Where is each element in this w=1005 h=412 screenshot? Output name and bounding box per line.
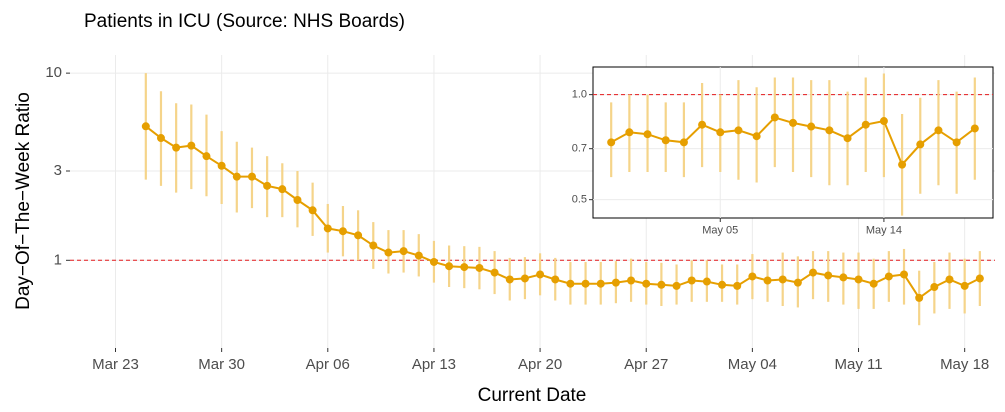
data-point xyxy=(278,185,287,194)
data-point xyxy=(672,281,681,290)
data-point xyxy=(807,122,816,131)
x-tick-label: May 04 xyxy=(728,356,777,373)
x-tick-label: Mar 23 xyxy=(92,356,139,373)
data-point xyxy=(930,283,939,292)
y-tick-label: 0.5 xyxy=(572,194,587,206)
data-point xyxy=(627,276,636,285)
data-point xyxy=(898,160,907,169)
data-point xyxy=(915,293,924,302)
x-tick-label: May 14 xyxy=(866,225,902,237)
data-point xyxy=(232,172,241,181)
data-point xyxy=(657,280,666,289)
data-point xyxy=(141,122,150,131)
data-point xyxy=(854,275,863,284)
data-point xyxy=(551,275,560,284)
data-point xyxy=(414,251,423,260)
data-point xyxy=(900,270,909,279)
data-point xyxy=(323,224,332,233)
data-point xyxy=(734,126,743,135)
data-point xyxy=(338,227,347,236)
data-point xyxy=(793,278,802,287)
data-point xyxy=(970,124,979,133)
x-tick-label: Apr 20 xyxy=(518,356,562,373)
inset-chart: 0.5 0.7 1.0 May 05 May 14 xyxy=(572,66,994,237)
x-tick-label: May 05 xyxy=(702,225,738,237)
data-point xyxy=(369,241,378,250)
data-point xyxy=(384,248,393,257)
data-point xyxy=(843,134,852,143)
data-point xyxy=(217,161,226,170)
x-tick-label: Apr 13 xyxy=(412,356,456,373)
data-point xyxy=(789,118,797,127)
data-point xyxy=(172,143,181,152)
y-tick-label: 1.0 xyxy=(572,89,587,101)
data-point xyxy=(625,128,634,137)
data-point xyxy=(187,141,196,150)
data-point xyxy=(716,128,725,137)
data-point xyxy=(869,279,878,288)
x-tick-label: May 11 xyxy=(834,356,882,373)
data-point xyxy=(884,272,893,281)
data-point xyxy=(879,117,888,126)
data-point xyxy=(399,247,408,256)
data-point xyxy=(505,275,514,284)
y-tick-label: 1 xyxy=(54,251,62,268)
chart-title: Patients in ICU (Source: NHS Boards) xyxy=(84,11,405,32)
data-point xyxy=(752,132,761,141)
data-point xyxy=(354,231,363,240)
data-point xyxy=(445,262,454,271)
data-point xyxy=(642,279,651,288)
data-point xyxy=(952,138,961,147)
data-point xyxy=(202,152,211,161)
data-point xyxy=(809,268,818,277)
data-point xyxy=(607,138,616,147)
data-point xyxy=(825,126,834,135)
data-point xyxy=(934,126,943,135)
data-point xyxy=(945,275,954,284)
data-point xyxy=(661,136,670,145)
data-point xyxy=(293,195,302,204)
data-point xyxy=(916,140,925,149)
y-tick-label: 3 xyxy=(54,162,62,179)
data-point xyxy=(975,274,984,283)
data-point xyxy=(581,279,590,288)
data-point xyxy=(861,120,870,129)
data-point xyxy=(679,138,688,147)
data-point xyxy=(308,206,317,215)
data-point xyxy=(611,278,620,287)
x-axis-title: Current Date xyxy=(478,385,587,406)
data-point xyxy=(763,276,772,285)
data-point xyxy=(566,279,575,288)
data-point xyxy=(475,263,484,272)
data-point xyxy=(778,275,787,284)
data-point xyxy=(960,281,969,290)
data-point xyxy=(824,271,833,280)
y-tick-label: 0.7 xyxy=(572,143,587,155)
x-tick-label: Apr 27 xyxy=(624,356,668,373)
x-tick-label: Mar 30 xyxy=(198,356,245,373)
y-tick-label: 10 xyxy=(45,64,62,81)
data-point xyxy=(156,134,165,143)
data-point xyxy=(733,281,742,290)
x-tick-label: May 18 xyxy=(940,356,989,373)
data-point xyxy=(429,257,438,266)
data-point xyxy=(247,172,256,181)
data-point xyxy=(536,270,545,279)
y-axis-title: Day−Of−The−Week Ratio xyxy=(13,92,34,310)
data-point xyxy=(596,279,605,288)
data-point xyxy=(263,181,272,190)
data-point xyxy=(770,113,779,122)
x-tick-label: Apr 06 xyxy=(306,356,350,373)
data-point xyxy=(643,130,652,139)
data-point xyxy=(748,272,757,281)
data-point xyxy=(698,120,707,129)
data-point xyxy=(718,280,727,289)
data-point xyxy=(460,263,469,272)
data-point xyxy=(687,276,696,285)
data-point xyxy=(520,274,529,283)
data-point xyxy=(490,268,499,277)
data-point xyxy=(839,273,848,282)
data-point xyxy=(702,277,711,286)
